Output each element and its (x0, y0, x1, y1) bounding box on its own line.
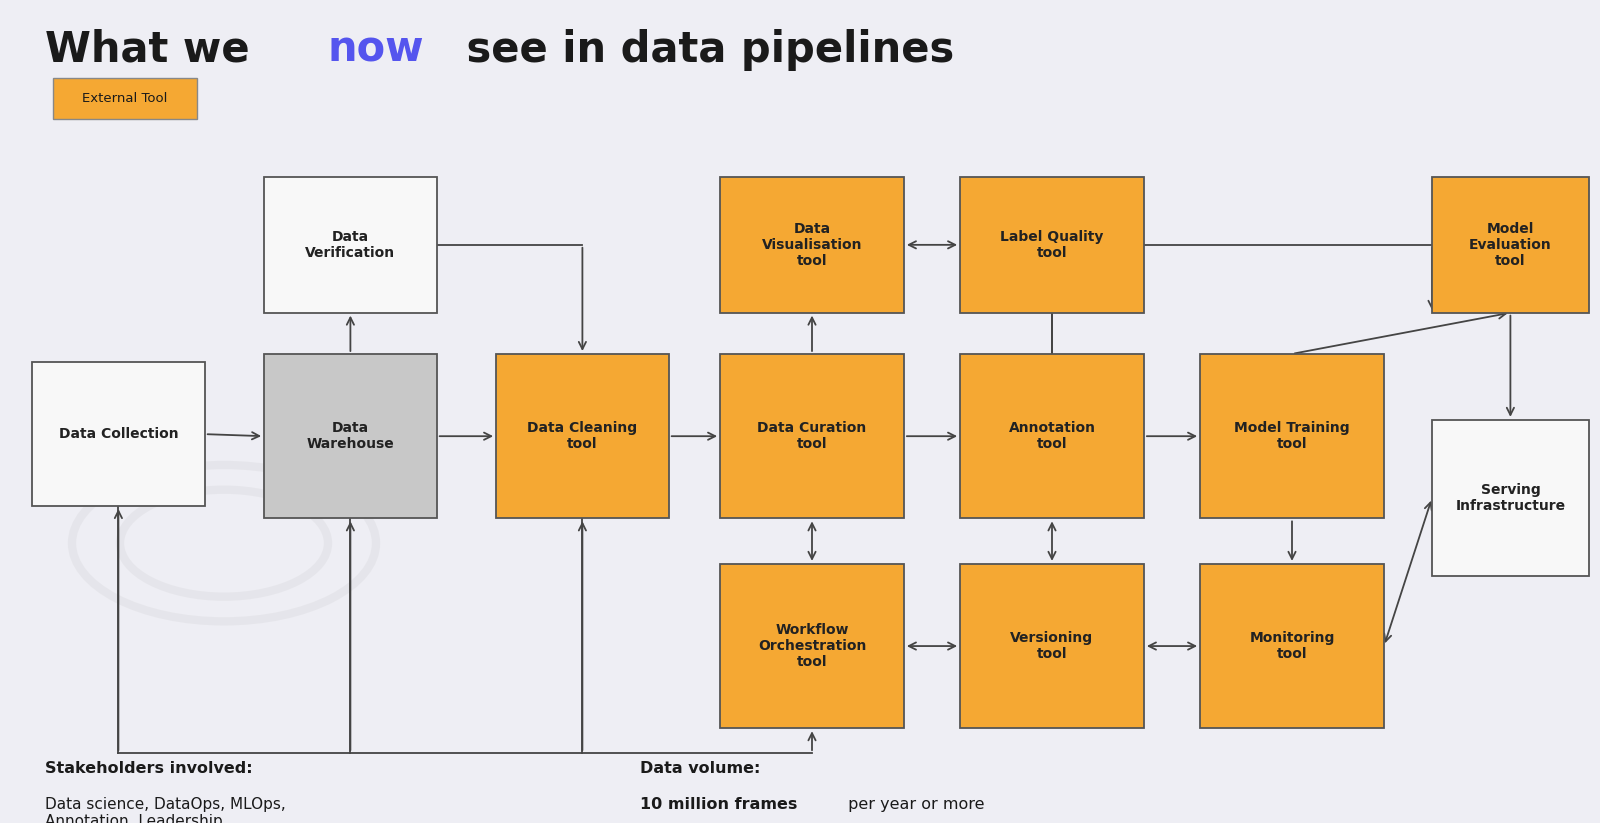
Text: Versioning
tool: Versioning tool (1011, 631, 1093, 661)
Text: Workflow
Orchestration
tool: Workflow Orchestration tool (758, 623, 866, 669)
FancyBboxPatch shape (720, 354, 904, 518)
FancyBboxPatch shape (264, 177, 437, 313)
FancyBboxPatch shape (264, 354, 437, 518)
Text: Monitoring
tool: Monitoring tool (1250, 631, 1334, 661)
Text: Serving
Infrastructure: Serving Infrastructure (1456, 483, 1565, 513)
Text: Data science, DataOps, MLOps,
Annotation, Leadership: Data science, DataOps, MLOps, Annotation… (45, 797, 285, 823)
FancyBboxPatch shape (496, 354, 669, 518)
FancyBboxPatch shape (960, 564, 1144, 728)
Text: Annotation
tool: Annotation tool (1008, 421, 1096, 451)
FancyBboxPatch shape (720, 177, 904, 313)
Text: Data Curation
tool: Data Curation tool (757, 421, 867, 451)
Text: Data volume:: Data volume: (640, 761, 760, 776)
FancyBboxPatch shape (960, 177, 1144, 313)
Text: now: now (328, 29, 424, 71)
Text: Model Training
tool: Model Training tool (1234, 421, 1350, 451)
Text: see in data pipelines: see in data pipelines (453, 29, 955, 71)
Text: per year or more: per year or more (843, 797, 984, 811)
Text: 10 million frames: 10 million frames (640, 797, 797, 811)
FancyBboxPatch shape (720, 564, 904, 728)
FancyBboxPatch shape (32, 362, 205, 506)
FancyBboxPatch shape (1432, 420, 1589, 576)
Text: Model
Evaluation
tool: Model Evaluation tool (1469, 221, 1552, 268)
Text: Data
Verification: Data Verification (306, 230, 395, 260)
FancyBboxPatch shape (1432, 177, 1589, 313)
Text: Label Quality
tool: Label Quality tool (1000, 230, 1104, 260)
FancyBboxPatch shape (960, 354, 1144, 518)
Text: External Tool: External Tool (82, 92, 168, 105)
Text: Stakeholders involved:: Stakeholders involved: (45, 761, 253, 776)
Text: What we: What we (45, 29, 264, 71)
FancyBboxPatch shape (1200, 564, 1384, 728)
FancyBboxPatch shape (1200, 354, 1384, 518)
Text: Data
Warehouse: Data Warehouse (307, 421, 394, 451)
FancyBboxPatch shape (53, 78, 197, 119)
Text: Data Collection: Data Collection (59, 427, 178, 441)
Text: Data
Visualisation
tool: Data Visualisation tool (762, 221, 862, 268)
Text: Data Cleaning
tool: Data Cleaning tool (528, 421, 637, 451)
